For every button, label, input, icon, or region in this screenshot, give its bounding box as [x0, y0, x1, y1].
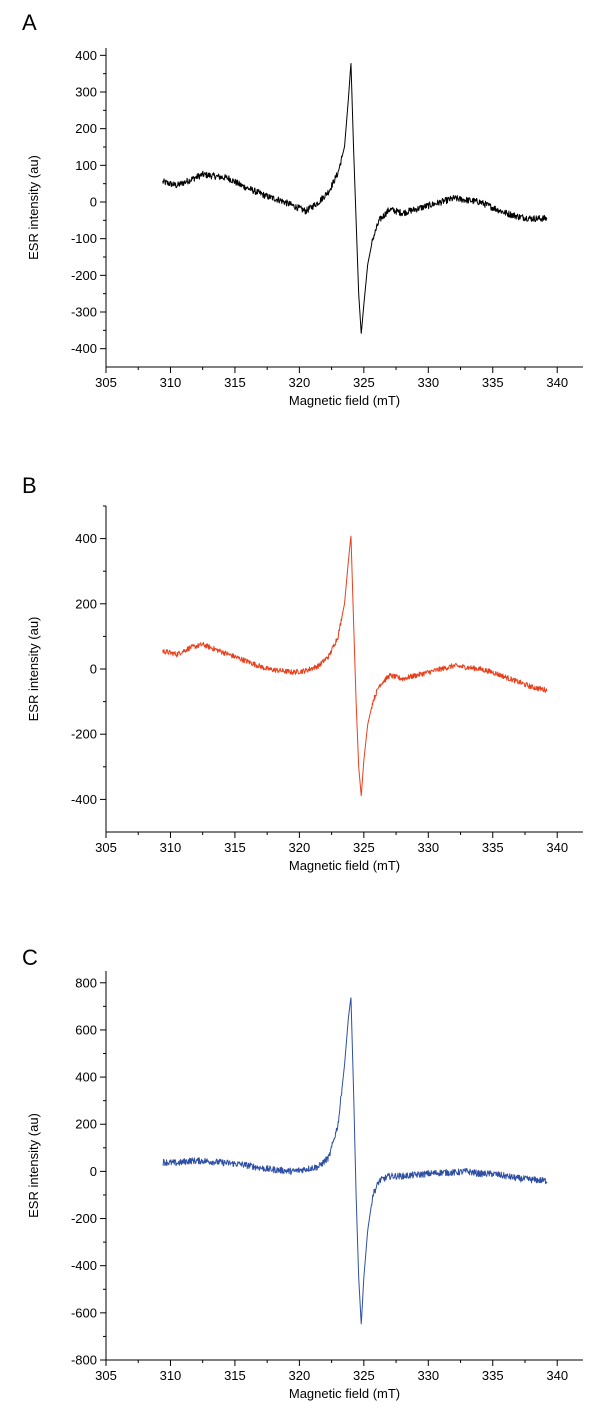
y-tick-label: -400	[71, 1258, 97, 1273]
series-line	[162, 997, 548, 1325]
panel-letter: C	[22, 945, 38, 970]
y-tick-label: 300	[75, 85, 97, 100]
y-tick-label: 100	[75, 158, 97, 173]
y-tick-label: 200	[75, 1117, 97, 1132]
x-tick-label: 305	[95, 840, 117, 855]
x-tick-label: 340	[546, 375, 568, 390]
y-tick-label: 0	[90, 195, 97, 210]
x-axis-title: Magnetic field (mT)	[289, 1386, 400, 1401]
y-axis-title: ESR intensity (au)	[26, 617, 41, 722]
y-tick-label: 600	[75, 1022, 97, 1037]
x-tick-label: 325	[353, 1368, 375, 1383]
x-tick-label: 310	[160, 840, 182, 855]
y-axis-title: ESR intensity (au)	[26, 155, 41, 260]
y-tick-label: 0	[90, 662, 97, 677]
panel-letter: B	[22, 473, 37, 498]
y-tick-label: -800	[71, 1353, 97, 1368]
x-tick-label: 335	[482, 1368, 504, 1383]
x-tick-label: 340	[546, 1368, 568, 1383]
y-tick-label: -400	[71, 341, 97, 356]
x-tick-label: 330	[417, 1368, 439, 1383]
x-tick-label: 310	[160, 375, 182, 390]
chart-panel-a: A 305 310 315 320 325 330 335 340 -400 -300 -200 -10…	[22, 10, 583, 408]
y-tick-label: -200	[71, 268, 97, 283]
y-tick-label: -200	[71, 727, 97, 742]
x-tick-label: 315	[224, 840, 246, 855]
y-tick-label: -200	[71, 1211, 97, 1226]
x-tick-label: 320	[289, 1368, 311, 1383]
chart-panel-c: C 305 310 315 320 325 330 335 340 -800 -600 -400 -20…	[22, 945, 583, 1401]
x-tick-label: 305	[95, 1368, 117, 1383]
x-tick-label: 325	[353, 375, 375, 390]
x-tick-label: 310	[160, 1368, 182, 1383]
x-tick-label: 320	[289, 375, 311, 390]
x-tick-label: 315	[224, 1368, 246, 1383]
y-tick-label: 800	[75, 975, 97, 990]
x-tick-label: 330	[417, 375, 439, 390]
x-axis-title: Magnetic field (mT)	[289, 858, 400, 873]
y-tick-label: 200	[75, 596, 97, 611]
y-tick-label: 200	[75, 121, 97, 136]
y-tick-label: -300	[71, 305, 97, 320]
y-tick-label: 0	[90, 1164, 97, 1179]
y-tick-label: -400	[71, 792, 97, 807]
y-tick-label: -600	[71, 1305, 97, 1320]
x-tick-label: 320	[289, 840, 311, 855]
x-tick-label: 325	[353, 840, 375, 855]
y-tick-label: 400	[75, 48, 97, 63]
panel-letter: A	[22, 10, 37, 35]
y-tick-label: 400	[75, 1070, 97, 1085]
x-tick-label: 335	[482, 375, 504, 390]
x-tick-label: 340	[546, 840, 568, 855]
x-tick-label: 330	[417, 840, 439, 855]
chart-panel-b: B 305 310 315 320 325 330 335 340 -400 -200 0 200 400…	[22, 473, 583, 873]
x-tick-label: 335	[482, 840, 504, 855]
y-tick-label: 400	[75, 531, 97, 546]
y-axis-title: ESR intensity (au)	[26, 1113, 41, 1218]
y-tick-label: -100	[71, 231, 97, 246]
x-tick-label: 315	[224, 375, 246, 390]
series-line	[162, 535, 548, 797]
x-tick-label: 305	[95, 375, 117, 390]
series-line	[162, 63, 548, 334]
x-axis-title: Magnetic field (mT)	[289, 393, 400, 408]
